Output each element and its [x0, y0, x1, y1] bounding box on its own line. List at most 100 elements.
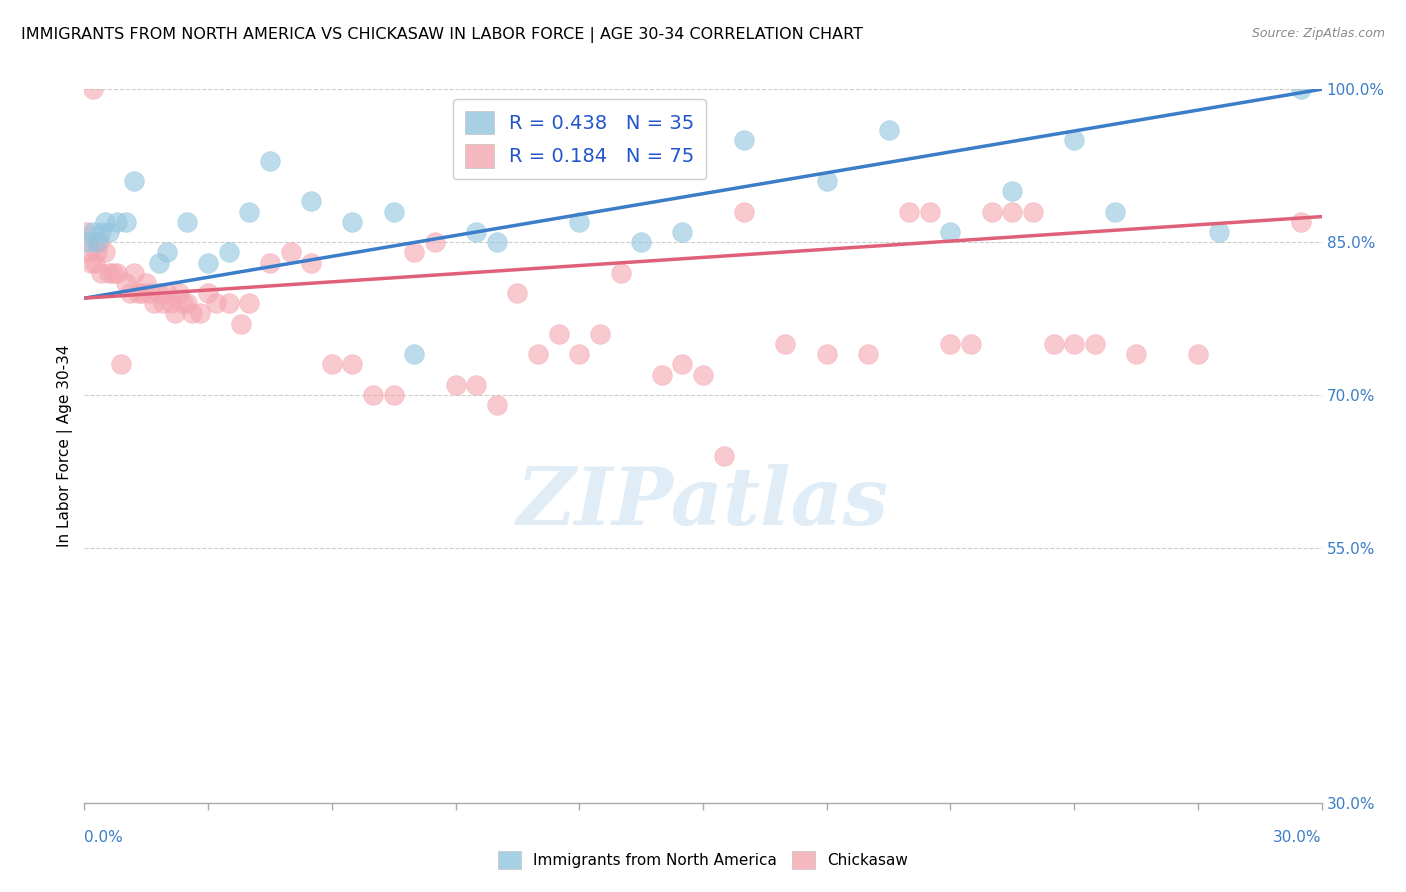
Text: Source: ZipAtlas.com: Source: ZipAtlas.com	[1251, 27, 1385, 40]
Point	[90, 225, 112, 239]
Text: ZIPatlas: ZIPatlas	[517, 465, 889, 541]
Point	[1063, 133, 1085, 147]
Point	[127, 286, 149, 301]
Point	[259, 153, 281, 168]
Legend: R = 0.438   N = 35, R = 0.184   N = 75: R = 0.438 N = 35, R = 0.184 N = 75	[453, 99, 706, 179]
Point	[160, 296, 183, 310]
Point	[527, 347, 550, 361]
Point	[180, 306, 202, 320]
Point	[465, 377, 488, 392]
Point	[105, 215, 128, 229]
Legend: Immigrants from North America, Chickasaw: Immigrants from North America, Chickasaw	[492, 845, 914, 875]
Point	[671, 225, 693, 239]
Point	[609, 266, 631, 280]
Point	[775, 337, 797, 351]
Point	[197, 286, 219, 301]
Point	[79, 255, 101, 269]
Point	[218, 245, 240, 260]
Point	[980, 204, 1002, 219]
Point	[404, 245, 426, 260]
Point	[114, 276, 136, 290]
Point	[122, 266, 145, 280]
Point	[342, 358, 364, 372]
Point	[630, 235, 652, 249]
Point	[404, 347, 426, 361]
Point	[172, 296, 194, 310]
Point	[98, 225, 121, 239]
Point	[1001, 204, 1024, 219]
Point	[527, 153, 550, 168]
Point	[87, 235, 110, 249]
Point	[1187, 347, 1209, 361]
Point	[382, 388, 405, 402]
Y-axis label: In Labor Force | Age 30-34: In Labor Force | Age 30-34	[58, 344, 73, 548]
Point	[143, 296, 166, 310]
Point	[82, 225, 104, 239]
Text: 0.0%: 0.0%	[84, 830, 124, 845]
Point	[733, 133, 755, 147]
Point	[165, 306, 187, 320]
Point	[939, 337, 962, 351]
Point	[713, 449, 735, 463]
Point	[361, 388, 384, 402]
Point	[77, 245, 100, 260]
Point	[465, 225, 488, 239]
Text: 30.0%: 30.0%	[1274, 830, 1322, 845]
Point	[939, 225, 962, 239]
Point	[506, 286, 529, 301]
Point	[83, 255, 105, 269]
Point	[148, 286, 170, 301]
Point	[188, 306, 211, 320]
Point	[423, 235, 446, 249]
Point	[815, 347, 838, 361]
Point	[218, 296, 240, 310]
Point	[197, 255, 219, 269]
Point	[1042, 337, 1064, 351]
Point	[1125, 347, 1147, 361]
Point	[382, 204, 405, 219]
Point	[651, 368, 673, 382]
Point	[229, 317, 252, 331]
Point	[299, 194, 322, 209]
Point	[1104, 204, 1126, 219]
Point	[568, 215, 591, 229]
Point	[75, 225, 97, 239]
Point	[176, 215, 198, 229]
Point	[103, 266, 125, 280]
Point	[122, 174, 145, 188]
Text: IMMIGRANTS FROM NORTH AMERICA VS CHICKASAW IN LABOR FORCE | AGE 30-34 CORRELATIO: IMMIGRANTS FROM NORTH AMERICA VS CHICKAS…	[21, 27, 863, 43]
Point	[1208, 225, 1230, 239]
Point	[238, 204, 260, 219]
Point	[918, 204, 941, 219]
Point	[299, 255, 322, 269]
Point	[485, 398, 508, 412]
Point	[205, 296, 228, 310]
Point	[1289, 215, 1312, 229]
Point	[280, 245, 302, 260]
Point	[733, 204, 755, 219]
Point	[114, 215, 136, 229]
Point	[82, 82, 104, 96]
Point	[1084, 337, 1107, 351]
Point	[135, 276, 157, 290]
Point	[238, 296, 260, 310]
Point	[94, 215, 117, 229]
Point	[139, 286, 162, 301]
Point	[321, 358, 343, 372]
Point	[98, 266, 121, 280]
Point	[156, 286, 179, 301]
Point	[960, 337, 983, 351]
Point	[342, 215, 364, 229]
Point	[167, 286, 190, 301]
Point	[444, 377, 467, 392]
Point	[1289, 82, 1312, 96]
Point	[1022, 204, 1045, 219]
Point	[86, 245, 108, 260]
Point	[105, 266, 128, 280]
Point	[148, 255, 170, 269]
Point	[156, 245, 179, 260]
Point	[86, 235, 108, 249]
Point	[815, 174, 838, 188]
Point	[568, 347, 591, 361]
Point	[589, 326, 612, 341]
